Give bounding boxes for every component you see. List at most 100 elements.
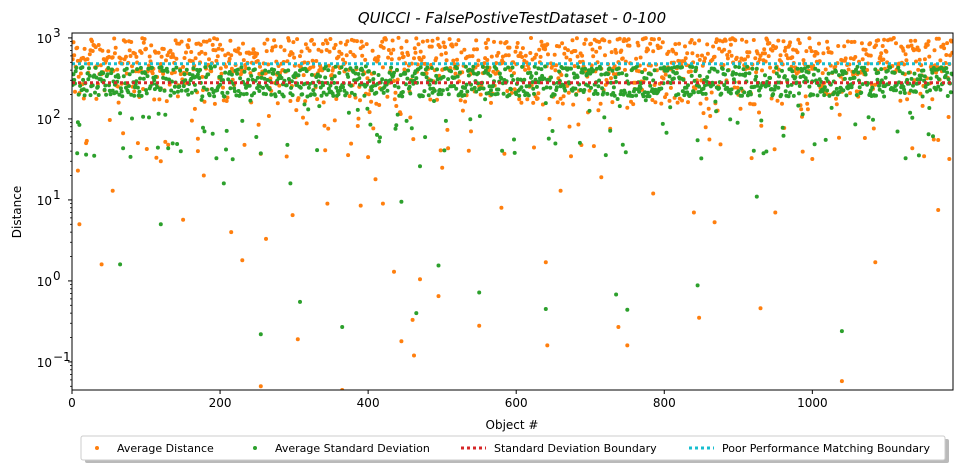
data-point (532, 64, 537, 69)
data-point (446, 146, 451, 151)
data-point (552, 92, 557, 97)
data-point (215, 54, 220, 59)
data-point (444, 58, 449, 63)
data-point (793, 75, 798, 80)
data-point (144, 91, 149, 96)
data-point (853, 122, 858, 127)
data-point (389, 57, 394, 62)
data-point (820, 71, 825, 76)
y-tick-exponent: −1 (53, 350, 71, 364)
data-point (676, 92, 681, 97)
data-point (683, 56, 688, 61)
data-point (791, 93, 796, 98)
data-point (84, 152, 89, 157)
data-point (93, 65, 98, 70)
data-point (797, 91, 801, 96)
data-point (517, 97, 522, 102)
data-point (179, 88, 184, 93)
data-point (704, 96, 709, 101)
data-point (936, 138, 941, 142)
data-point (364, 42, 369, 47)
data-point (284, 83, 289, 88)
data-point (616, 66, 621, 71)
data-point (735, 120, 740, 125)
data-point (478, 92, 483, 97)
data-point (412, 56, 416, 61)
data-point (714, 37, 719, 42)
data-point (346, 110, 351, 115)
data-point (116, 100, 121, 105)
data-point (132, 89, 137, 94)
data-point (343, 67, 348, 72)
data-point (641, 94, 646, 99)
data-point (711, 44, 716, 49)
x-axis: 0 200 400 600 800 1000 (68, 390, 828, 410)
data-point (322, 123, 327, 128)
legend-marker-average-distance (95, 446, 99, 450)
data-point (169, 88, 174, 93)
data-point (698, 101, 703, 106)
data-point (834, 86, 839, 91)
data-point (718, 142, 723, 147)
data-point (837, 73, 841, 78)
data-point (700, 91, 705, 96)
data-point-outlier (936, 208, 941, 212)
data-point (723, 72, 727, 77)
data-point (871, 117, 875, 122)
data-point (577, 140, 582, 145)
data-point (759, 123, 764, 128)
data-point (772, 87, 777, 92)
data-point (767, 41, 772, 46)
data-point (707, 137, 712, 142)
data-point (346, 153, 351, 158)
data-point (153, 74, 158, 79)
data-point (646, 47, 650, 52)
data-point (737, 65, 741, 70)
data-point (80, 65, 85, 70)
data-point (778, 53, 783, 58)
data-point (916, 48, 921, 53)
data-point (126, 90, 131, 95)
data-point (532, 145, 536, 150)
data-point (436, 92, 441, 97)
data-point (324, 48, 329, 52)
data-point (763, 73, 767, 78)
data-point (400, 51, 405, 56)
data-point (300, 92, 305, 97)
data-point (72, 53, 77, 58)
data-point (144, 46, 148, 51)
data-point (396, 85, 401, 90)
data-point (143, 71, 148, 76)
data-point (594, 49, 599, 54)
data-point (543, 64, 548, 69)
data-point (782, 74, 787, 79)
data-point (72, 40, 76, 45)
data-point (781, 39, 786, 44)
data-point (683, 44, 687, 49)
data-point (695, 138, 700, 143)
data-point (502, 151, 507, 156)
y-tick-exponent: 2 (53, 107, 61, 121)
data-point (423, 135, 428, 140)
data-point (419, 58, 424, 62)
data-point-outlier (873, 260, 878, 265)
data-point (216, 46, 221, 51)
data-point (729, 53, 734, 58)
data-point (467, 54, 472, 59)
data-point (591, 54, 596, 59)
data-point (610, 68, 615, 73)
data-point (398, 112, 403, 116)
data-point-outlier (758, 306, 763, 311)
data-point (244, 66, 248, 71)
data-point (736, 89, 741, 94)
data-point (815, 93, 820, 98)
data-point (849, 85, 854, 90)
data-point (139, 93, 144, 98)
data-point (841, 88, 846, 93)
data-point (178, 68, 183, 73)
data-point (837, 112, 842, 117)
data-point (717, 86, 722, 91)
data-point (859, 90, 864, 95)
data-point (742, 90, 747, 95)
data-point (734, 55, 739, 60)
